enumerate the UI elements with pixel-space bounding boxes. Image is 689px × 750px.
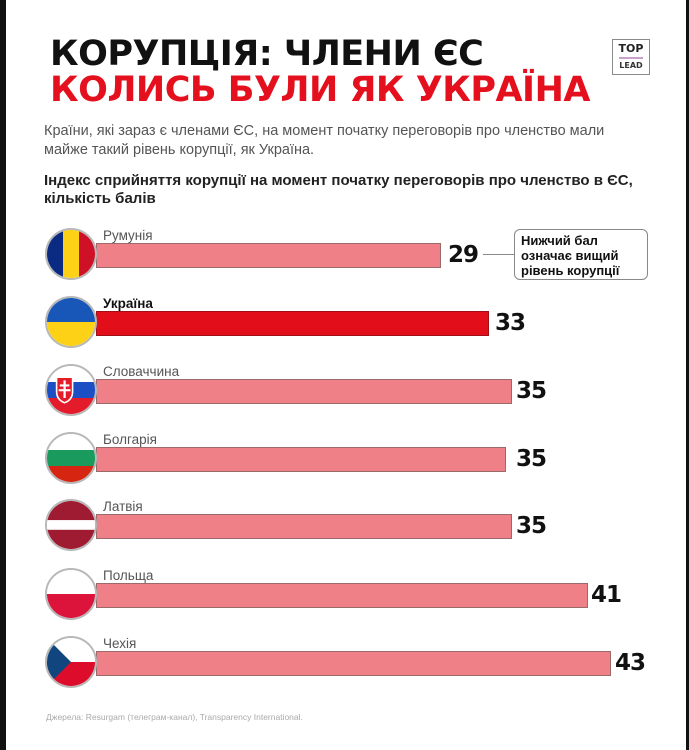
slovakia-flag-icon <box>45 364 97 416</box>
bar <box>96 514 512 539</box>
country-label: Румунія <box>103 228 153 243</box>
chart-row-slovakia: Словаччина 35 <box>6 364 686 424</box>
bar-highlight <box>96 311 489 336</box>
value-label: 35 <box>516 446 547 472</box>
bar <box>96 447 506 472</box>
bar <box>96 583 588 608</box>
chart-row-ukraine: Україна 33 <box>6 296 686 356</box>
chart-row-bulgaria: Болгарія 35 <box>6 432 686 492</box>
latvia-flag-icon <box>45 499 97 551</box>
country-label: Україна <box>103 296 153 311</box>
value-label: 35 <box>516 513 547 539</box>
romania-flag-icon <box>45 228 97 280</box>
bar <box>96 243 441 268</box>
poland-flag-icon <box>45 568 97 620</box>
bar <box>96 379 512 404</box>
czechia-flag-icon <box>45 636 97 688</box>
source-note: Джерела: Resurgam (телеграм-канал), Tran… <box>46 712 303 722</box>
chart-row-czechia: Чехія 43 <box>6 636 686 696</box>
country-label: Чехія <box>103 636 137 651</box>
value-label: 41 <box>591 582 622 608</box>
country-label: Словаччина <box>103 364 180 379</box>
value-label: 35 <box>516 378 547 404</box>
subtitle: Країни, які зараз є членами ЄС, на момен… <box>44 123 605 158</box>
logo-divider <box>619 57 643 59</box>
annotation-note: Нижчий бал означає вищий рівень корупції <box>514 229 648 280</box>
chart-row-latvia: Латвія 35 <box>6 499 686 559</box>
value-label: 29 <box>448 242 479 268</box>
note-connector <box>483 254 514 255</box>
ukraine-flag-icon <box>45 296 97 348</box>
bar <box>96 651 611 676</box>
logo-top-text: TOP <box>618 42 644 55</box>
title-line-1: КОРУПЦІЯ: ЧЛЕНИ ЄС <box>50 34 484 74</box>
title-line-2: КОЛИСЬ БУЛИ ЯК УКРАЇНА <box>50 70 590 110</box>
chart-heading: Індекс сприйняття корупції на момент поч… <box>44 172 633 207</box>
value-label: 33 <box>495 310 526 336</box>
logo-bottom-text: LEAD <box>619 60 643 70</box>
top-lead-logo: TOP LEAD <box>612 39 650 75</box>
country-label: Болгарія <box>103 432 157 447</box>
value-label: 43 <box>615 650 646 676</box>
country-label: Польща <box>103 568 154 583</box>
chart-row-romania: Румунія 29 <box>6 228 686 288</box>
bulgaria-flag-icon <box>45 432 97 484</box>
chart-row-poland: Польща 41 <box>6 568 686 628</box>
infographic: КОРУПЦІЯ: ЧЛЕНИ ЄС КОЛИСЬ БУЛИ ЯК УКРАЇН… <box>6 0 686 750</box>
country-label: Латвія <box>103 499 143 514</box>
